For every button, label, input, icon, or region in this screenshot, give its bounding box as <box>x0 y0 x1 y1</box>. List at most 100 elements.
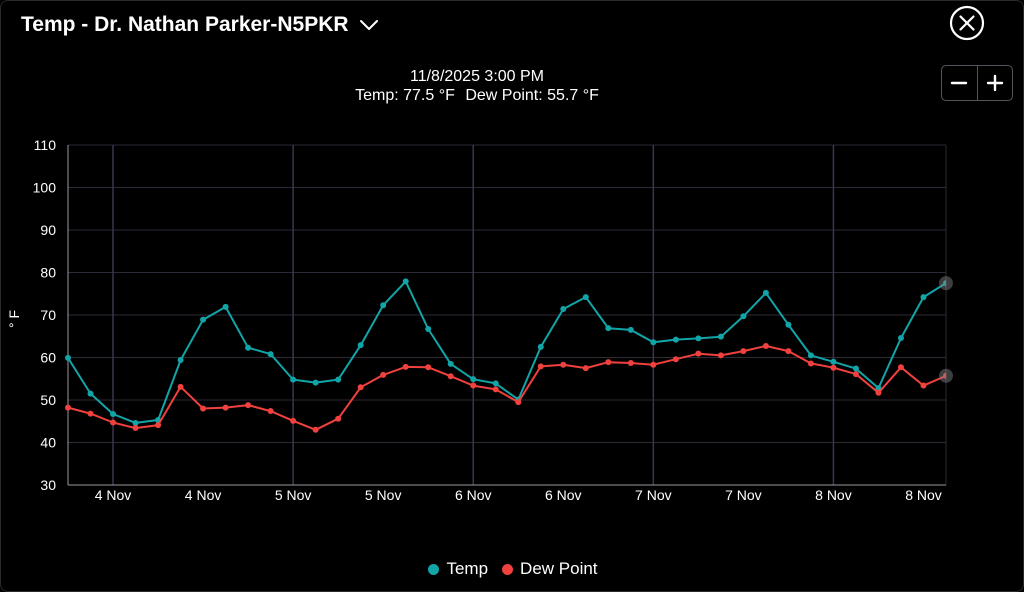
y-tick-label: 90 <box>40 222 56 238</box>
data-point-dew-point <box>515 399 522 406</box>
data-point-temp <box>177 357 184 364</box>
data-point-temp <box>762 289 769 296</box>
data-point-temp <box>920 294 927 301</box>
y-axis-label: ° F <box>6 310 22 328</box>
data-point-temp <box>875 385 882 392</box>
y-tick-label: 100 <box>33 180 57 196</box>
data-point-temp <box>830 358 837 365</box>
data-point-temp <box>807 352 814 359</box>
data-point-dew-point <box>357 384 364 391</box>
plus-icon <box>986 74 1003 92</box>
data-point-temp <box>110 411 117 418</box>
zoom-in-button[interactable] <box>976 66 1013 100</box>
data-point-dew-point <box>875 389 882 396</box>
data-point-dew-point <box>650 361 657 368</box>
legend-swatch-dew-point <box>502 563 514 575</box>
y-tick-label: 80 <box>40 265 56 281</box>
data-point-temp <box>470 376 477 383</box>
data-point-temp <box>357 342 364 349</box>
data-point-dew-point <box>155 422 162 429</box>
data-point-dew-point <box>830 364 837 371</box>
data-point-temp <box>65 354 71 361</box>
zoom-controls <box>941 65 1013 101</box>
zoom-out-button[interactable] <box>942 66 977 100</box>
data-point-dew-point <box>717 352 724 359</box>
data-point-dew-point <box>897 364 904 371</box>
x-tick-label: 7 Nov <box>725 487 762 503</box>
line-chart[interactable]: 30 40 50 60 70 80 90 100 110 4 Nov 4 Nov 5 Nov 5 Nov… <box>1 1 1023 561</box>
x-tick-label: 8 Nov <box>905 487 942 503</box>
y-tick-label: 40 <box>40 435 56 451</box>
x-tick-label: 7 Nov <box>635 487 672 503</box>
x-tick-label: 4 Nov <box>185 487 222 503</box>
data-point-temp <box>447 360 454 367</box>
data-point-temp <box>695 335 702 342</box>
data-point-dew-point <box>582 365 589 372</box>
close-circle-icon[interactable] <box>949 5 985 41</box>
data-point-dew-point <box>267 408 274 415</box>
data-point-dew-point <box>537 363 544 370</box>
data-point-temp <box>897 334 904 341</box>
data-point-dew-point <box>425 364 432 371</box>
legend-item-dew-point[interactable]: Dew Point <box>502 559 598 579</box>
data-point-temp <box>290 376 297 383</box>
data-point-temp <box>943 280 946 287</box>
legend-label-temp: Temp <box>446 559 489 578</box>
data-point-dew-point <box>785 348 792 355</box>
data-point-dew-point <box>605 359 612 366</box>
data-point-temp <box>537 343 544 350</box>
readout-datetime: 11/8/2025 3:00 PM <box>409 68 545 85</box>
data-point-dew-point <box>110 419 117 426</box>
data-point-dew-point <box>200 405 207 412</box>
hover-marker-temp <box>939 276 953 291</box>
chevron-down-icon[interactable] <box>359 18 379 32</box>
x-tick-label: 5 Nov <box>365 487 402 503</box>
data-point-temp <box>605 325 612 332</box>
page-title: Temp - Dr. Nathan Parker-N5PKR <box>21 13 349 36</box>
series-line-temp <box>67 280 946 424</box>
data-point-temp <box>582 294 589 301</box>
data-point-dew-point <box>380 371 387 378</box>
data-point-dew-point <box>943 372 946 379</box>
data-point-temp <box>672 336 679 343</box>
data-point-temp <box>492 380 499 387</box>
x-tick-label: 6 Nov <box>545 487 582 503</box>
hover-readout: 11/8/2025 3:00 PM Temp: 77.5 °F Dew Poin… <box>281 67 673 105</box>
data-point-dew-point <box>695 350 702 357</box>
legend-item-temp[interactable]: Temp <box>428 559 488 579</box>
y-tick-label: 110 <box>34 137 57 153</box>
y-tick-label: 60 <box>40 350 56 366</box>
data-point-temp <box>222 303 229 310</box>
data-point-temp <box>335 376 342 383</box>
series-temp <box>65 278 946 426</box>
data-point-temp <box>245 344 252 351</box>
data-point-temp <box>380 302 387 309</box>
data-point-dew-point <box>920 382 927 389</box>
readout-dew-point: Dew Point: 55.7 °F <box>465 87 599 104</box>
y-tick-label: 30 <box>40 477 56 493</box>
station-selector[interactable]: Temp - Dr. Nathan Parker-N5PKR <box>21 11 379 39</box>
y-tick-label: 50 <box>40 392 56 408</box>
data-point-temp <box>650 339 657 346</box>
data-point-dew-point <box>245 402 252 409</box>
y-tick-label: 70 <box>40 307 56 323</box>
data-point-dew-point <box>627 360 634 367</box>
data-point-temp <box>717 333 724 340</box>
data-point-dew-point <box>807 360 814 367</box>
series-dew-point <box>65 343 946 433</box>
data-point-dew-point <box>402 363 409 370</box>
data-point-dew-point <box>312 426 319 433</box>
data-point-temp <box>627 326 634 333</box>
data-point-dew-point <box>852 371 859 378</box>
data-point-dew-point <box>222 404 229 411</box>
data-point-temp <box>785 321 792 328</box>
data-point-dew-point <box>470 382 477 389</box>
legend-label-dew-point: Dew Point <box>520 559 598 578</box>
data-point-dew-point <box>560 361 567 368</box>
x-tick-label: 6 Nov <box>455 487 492 503</box>
data-point-dew-point <box>335 415 342 422</box>
close-button[interactable] <box>949 5 985 41</box>
data-point-temp <box>402 278 409 285</box>
x-tick-label: 8 Nov <box>815 487 852 503</box>
